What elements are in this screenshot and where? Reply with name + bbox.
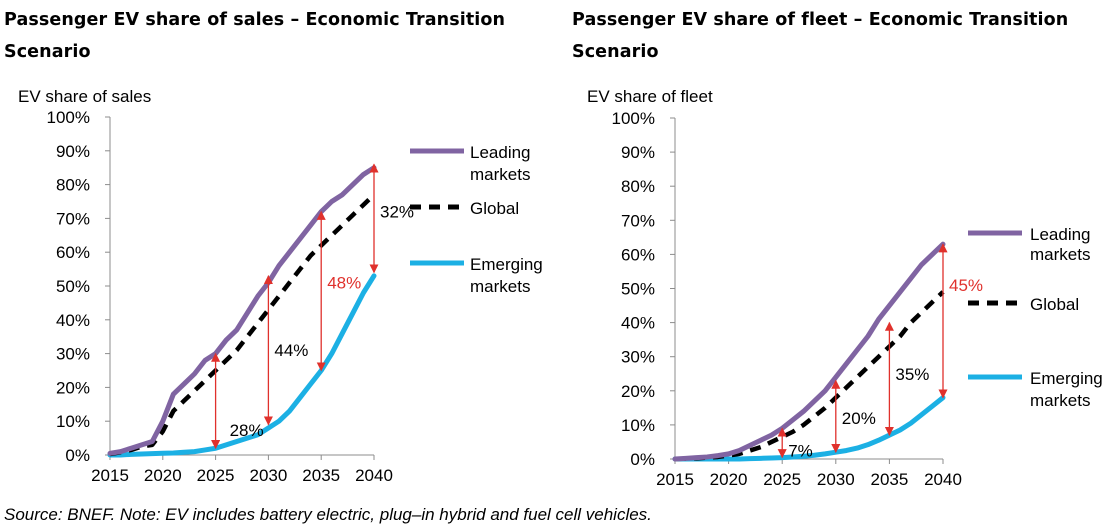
fleet-chart-panel: Passenger EV share of fleet – Economic T…: [568, 0, 1119, 500]
sales-share-chart: EV share of sales 0% 10% 20% 30% 40% 50% 60% 70%…: [18, 87, 543, 485]
y-tick-label: 50%: [56, 277, 90, 296]
source-note: Source: BNEF. Note: EV includes battery …: [4, 505, 652, 524]
y-tick-label: 70%: [621, 211, 655, 230]
y-tick-label: 30%: [56, 345, 90, 364]
gap-label: 44%: [274, 341, 308, 360]
series-line-emerging: [672, 395, 946, 462]
x-tick-label: 2020: [710, 470, 748, 489]
x-tick-label: 2020: [144, 466, 182, 485]
x-tick-label: 2035: [870, 470, 908, 489]
y-tick-label: 30%: [621, 348, 655, 367]
y-tick-label: 50%: [621, 280, 655, 299]
y-tick-label: 40%: [56, 311, 90, 330]
chart-title: Passenger EV share of sales – Economic T…: [4, 10, 506, 62]
y-tick-label: 10%: [621, 416, 655, 435]
x-tick-label: 2030: [249, 466, 287, 485]
y-tick-label: 20%: [56, 378, 90, 397]
gap-label: 48%: [327, 274, 361, 293]
y-axis-label: EV share of sales: [18, 87, 151, 106]
gap-label: 20%: [842, 409, 876, 428]
x-tick-label: 2025: [197, 466, 235, 485]
y-tick-label: 90%: [56, 142, 90, 161]
x-tick-label: 2035: [302, 466, 340, 485]
y-tick-label: 80%: [56, 176, 90, 195]
y-tick-label: 90%: [621, 143, 655, 162]
gap-label: 45%: [949, 276, 983, 295]
chart-title: Passenger EV share of fleet – Economic T…: [572, 10, 1069, 62]
y-tick-label: 40%: [621, 314, 655, 333]
legend-label-global: Global: [1030, 295, 1079, 314]
legend-label-emerging: Emerging markets: [1030, 369, 1103, 410]
x-tick-label: 2015: [656, 470, 694, 489]
series-line-emerging: [107, 273, 377, 458]
x-tick-label: 2040: [355, 466, 393, 485]
gap-label: 35%: [895, 365, 929, 384]
gap-label: 32%: [380, 203, 414, 222]
x-tick-label: 2040: [924, 470, 962, 489]
y-tick-label: 100%: [612, 109, 655, 128]
y-axis-label: EV share of fleet: [587, 87, 713, 106]
legend-label-emerging: Emerging markets: [470, 255, 543, 296]
legend-label-leading: Leading markets: [1030, 225, 1091, 264]
y-tick-label: 0%: [65, 446, 90, 465]
y-tick-label: 60%: [56, 243, 90, 262]
series-line-leading: [672, 241, 946, 462]
series-line-leading: [107, 165, 377, 456]
gap-label: 28%: [230, 421, 264, 440]
legend-label-leading: Leading markets: [470, 143, 531, 184]
x-tick-label: 2030: [817, 470, 855, 489]
legend-label-global: Global: [470, 199, 519, 218]
y-tick-label: 10%: [56, 412, 90, 431]
x-tick-label: 2015: [91, 466, 129, 485]
y-tick-label: 60%: [621, 245, 655, 264]
x-tick-label: 2025: [763, 470, 801, 489]
y-tick-label: 100%: [47, 108, 90, 127]
y-tick-label: 20%: [621, 382, 655, 401]
sales-chart-panel: Passenger EV share of sales – Economic T…: [0, 0, 560, 500]
y-tick-label: 80%: [621, 177, 655, 196]
fleet-share-chart: EV share of fleet 0% 10% 20% 30% 40% 50% 60% 70%…: [587, 87, 1103, 489]
gap-label: 7%: [788, 441, 813, 460]
y-tick-label: 70%: [56, 209, 90, 228]
y-tick-label: 0%: [630, 450, 655, 469]
